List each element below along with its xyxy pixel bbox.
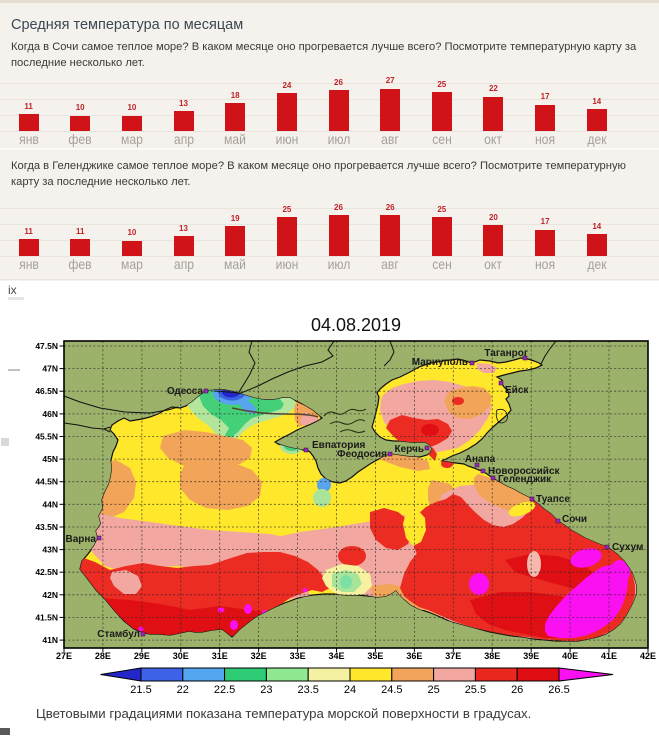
- svg-text:35E: 35E: [367, 651, 383, 661]
- svg-text:42N: 42N: [42, 590, 58, 600]
- svg-text:Мариуполь: Мариуполь: [412, 357, 468, 368]
- svg-text:32E: 32E: [251, 651, 267, 661]
- svg-text:38E: 38E: [484, 651, 500, 661]
- svg-text:Стамбул: Стамбул: [97, 628, 140, 640]
- svg-text:24.5: 24.5: [381, 684, 402, 696]
- svg-text:Туапсе: Туапсе: [536, 494, 570, 505]
- svg-text:28E: 28E: [95, 651, 111, 661]
- svg-text:Феодосия: Феодосия: [337, 449, 387, 460]
- svg-text:27E: 27E: [56, 651, 72, 661]
- svg-text:29E: 29E: [134, 651, 150, 661]
- svg-text:Анапа: Анапа: [465, 454, 496, 465]
- svg-text:23: 23: [260, 684, 272, 696]
- svg-text:22.5: 22.5: [214, 684, 235, 696]
- svg-text:40E: 40E: [562, 651, 578, 661]
- svg-text:21.5: 21.5: [130, 684, 151, 696]
- svg-text:43N: 43N: [42, 545, 58, 555]
- svg-text:Ейск: Ейск: [505, 385, 529, 396]
- svg-text:30E: 30E: [173, 651, 189, 661]
- svg-text:Геленджик: Геленджик: [498, 474, 552, 485]
- svg-text:41E: 41E: [601, 651, 617, 661]
- svg-text:22: 22: [177, 684, 189, 696]
- svg-text:Сочи: Сочи: [562, 514, 587, 525]
- svg-text:31E: 31E: [212, 651, 228, 661]
- svg-text:Евпатория: Евпатория: [312, 440, 366, 451]
- svg-text:24: 24: [344, 684, 356, 696]
- svg-text:42E: 42E: [640, 651, 656, 661]
- svg-text:Таганрог: Таганрог: [484, 348, 528, 359]
- svg-text:26: 26: [511, 684, 523, 696]
- svg-text:34E: 34E: [328, 651, 344, 661]
- svg-text:41N: 41N: [42, 635, 58, 645]
- svg-text:04.08.2019: 04.08.2019: [311, 315, 401, 335]
- svg-text:26.5: 26.5: [548, 684, 569, 696]
- svg-text:25: 25: [427, 684, 439, 696]
- svg-text:45N: 45N: [42, 454, 58, 464]
- svg-text:Одесса: Одесса: [167, 386, 204, 397]
- svg-text:36E: 36E: [406, 651, 422, 661]
- svg-text:41.5N: 41.5N: [35, 612, 58, 622]
- svg-text:42.5N: 42.5N: [35, 567, 58, 577]
- svg-text:46N: 46N: [42, 409, 58, 419]
- svg-text:39E: 39E: [523, 651, 539, 661]
- svg-text:33E: 33E: [290, 651, 306, 661]
- svg-text:44.5N: 44.5N: [35, 477, 58, 487]
- svg-text:25.5: 25.5: [465, 684, 486, 696]
- svg-text:44N: 44N: [42, 499, 58, 509]
- svg-text:Новороссийск: Новороссийск: [488, 466, 561, 477]
- svg-text:37E: 37E: [445, 651, 461, 661]
- svg-text:47N: 47N: [42, 364, 58, 374]
- svg-text:Сухум: Сухум: [612, 542, 643, 553]
- svg-text:45.5N: 45.5N: [35, 432, 58, 442]
- svg-text:23.5: 23.5: [297, 684, 318, 696]
- svg-text:43.5N: 43.5N: [35, 522, 58, 532]
- svg-text:Керчь: Керчь: [395, 444, 424, 455]
- svg-text:47.5N: 47.5N: [35, 341, 58, 351]
- svg-text:46.5N: 46.5N: [35, 386, 58, 396]
- svg-text:Варна: Варна: [66, 534, 97, 545]
